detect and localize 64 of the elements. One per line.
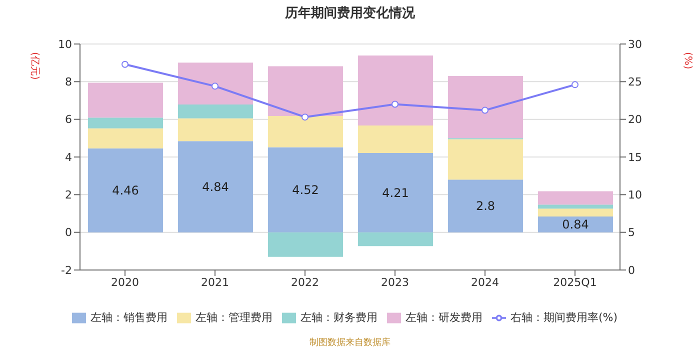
- y-tick-label: 0: [65, 226, 72, 240]
- point: [392, 100, 398, 108]
- bar: [538, 208, 613, 217]
- y2-tick-label: 15: [628, 150, 642, 164]
- y2-tick-label: 0: [628, 264, 635, 277]
- x-tick-label: 2022: [291, 276, 319, 289]
- bar: [268, 66, 343, 116]
- bar: [268, 232, 343, 257]
- x-tick-label: 2021: [201, 276, 229, 289]
- x-tick-label: 2025Q1: [553, 276, 597, 289]
- bar: [268, 147, 343, 232]
- bar: [358, 55, 433, 126]
- legend-label: 左轴：财务费用: [300, 311, 378, 324]
- bar: [88, 118, 163, 128]
- data-label: 4.46: [112, 184, 139, 198]
- bar: [538, 191, 613, 205]
- bar: [358, 232, 433, 246]
- bar: [88, 148, 163, 232]
- y2-tick-label: 5: [628, 226, 635, 240]
- y-tick-label: 6: [65, 113, 72, 126]
- data-label: 4.84: [202, 180, 229, 194]
- legend-label: 左轴：研发费用: [405, 311, 482, 324]
- y2-tick-label: 20: [628, 113, 642, 126]
- x-tick-label: 2024: [471, 276, 499, 289]
- point: [572, 81, 578, 88]
- point: [212, 82, 218, 90]
- data-label: 0.84: [562, 218, 589, 232]
- bar: [88, 82, 163, 118]
- text: 制图数据来自数据库: [308, 336, 392, 349]
- bar: [178, 118, 253, 142]
- bar: [178, 104, 253, 118]
- data-label: 4.21: [382, 186, 409, 200]
- y2-axis-title: (%): [682, 52, 693, 70]
- legend-label: 左轴：销售费用: [90, 311, 168, 324]
- bar: [358, 153, 433, 232]
- bar: [448, 76, 523, 138]
- data-label: 2.8: [476, 199, 496, 214]
- point: [302, 114, 308, 121]
- legend-label: 左轴：管理费用: [195, 311, 272, 324]
- y-tick-label: 4: [65, 150, 72, 164]
- bar: [538, 204, 613, 209]
- x-tick-label: 2020: [111, 276, 139, 289]
- chart-title: 历年期间费用变化情况: [284, 4, 416, 22]
- point: [482, 106, 488, 114]
- y2-tick-label: 30: [628, 38, 642, 51]
- y-axis-title: (亿元): [28, 52, 41, 80]
- bar: [268, 116, 343, 148]
- y-tick-label: 8: [65, 76, 72, 89]
- bar: [178, 141, 253, 232]
- y-tick-label: -2: [61, 264, 72, 277]
- x-tick-label: 2023: [381, 276, 409, 289]
- bar: [448, 180, 523, 232]
- y2-tick-label: 25: [628, 76, 642, 89]
- legend-label: 右轴：期间费用率(%): [510, 311, 618, 324]
- bar: [538, 216, 613, 232]
- bar: [448, 139, 523, 180]
- bar: [358, 126, 433, 154]
- bar: [178, 62, 253, 104]
- bar: [88, 128, 163, 148]
- data-label: 4.52: [292, 183, 319, 198]
- y-tick-label: 2: [65, 188, 72, 202]
- y-tick-label: 10: [58, 38, 72, 51]
- point: [122, 60, 128, 68]
- y2-tick-label: 10: [628, 188, 642, 202]
